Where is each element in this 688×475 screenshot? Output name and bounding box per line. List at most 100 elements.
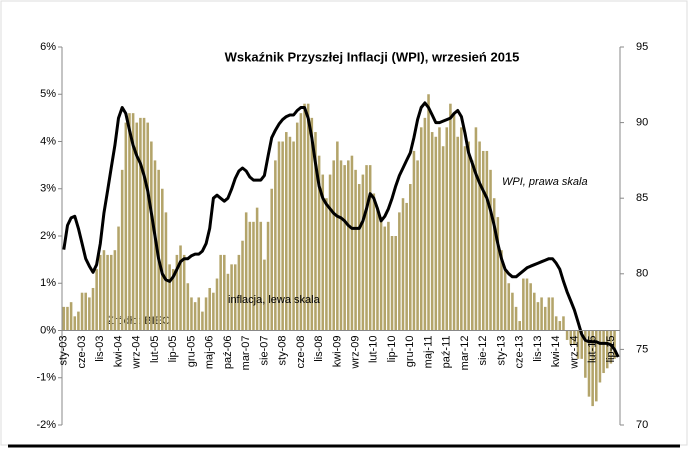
bar (171, 269, 175, 331)
bar (226, 273, 230, 331)
bar (434, 136, 438, 331)
bar (233, 264, 237, 331)
x-tick-label: paź-11 (441, 336, 453, 369)
bar (325, 198, 328, 331)
bar (569, 330, 573, 345)
bar (478, 141, 481, 331)
bar (587, 330, 591, 397)
bar (562, 316, 565, 331)
bar (281, 141, 284, 331)
bar (350, 155, 354, 331)
y2-tick-label: 80 (636, 268, 648, 280)
bar (186, 283, 190, 331)
bar (321, 174, 325, 331)
bar (554, 316, 558, 331)
bar (201, 311, 204, 331)
bar (409, 184, 412, 331)
y2-tick-label: 75 (636, 343, 648, 355)
bar (99, 254, 102, 331)
bar (584, 330, 587, 378)
x-tick-label: mar-12 (459, 336, 471, 371)
x-tick-label: lip-10 (386, 336, 398, 363)
x-tick-label: cze-03 (76, 336, 88, 369)
bar (474, 127, 478, 331)
bar (241, 240, 244, 331)
y2-tick-label: 70 (636, 419, 648, 431)
x-tick-label: wrz-04 (131, 336, 143, 370)
bar (142, 117, 146, 331)
bar (485, 150, 489, 331)
bar (423, 117, 427, 331)
bar (310, 117, 314, 331)
y-tick-label: 5% (40, 88, 56, 100)
y2-tick-label: 95 (636, 41, 648, 53)
bar (368, 165, 372, 331)
bar (102, 250, 106, 331)
x-tick-label: wrz-14 (568, 336, 580, 370)
bar (405, 202, 408, 331)
bar (80, 292, 84, 331)
series-label: WPI, prawa skala (502, 176, 588, 188)
bar (161, 188, 164, 331)
bar (252, 221, 255, 331)
bar (274, 160, 277, 331)
bar (288, 136, 292, 331)
bar (518, 321, 521, 331)
bar (489, 169, 492, 331)
x-tick-label: kwi-14 (550, 336, 562, 368)
bar (339, 160, 343, 331)
bar (120, 169, 124, 331)
line (62, 101, 620, 358)
x-tick-label: lut-10 (368, 336, 380, 364)
bar (496, 217, 500, 331)
bar (175, 254, 179, 331)
x-tick-label: cze-08 (295, 336, 307, 369)
y-tick-label: 3% (40, 183, 56, 195)
bar (452, 113, 456, 331)
y-tick-label: -2% (36, 419, 56, 431)
bar (540, 297, 543, 331)
y2-tick-label: 90 (636, 117, 648, 129)
bar (244, 212, 248, 331)
bar (613, 330, 616, 359)
bar (299, 113, 303, 331)
bar (401, 198, 405, 331)
bar (536, 302, 540, 331)
bar (255, 207, 259, 331)
y-tick-label: 1% (40, 277, 56, 289)
bar (580, 330, 583, 359)
y-tick-label: 4% (40, 135, 56, 147)
bar (460, 127, 463, 331)
bar (598, 330, 602, 383)
x-tick-label: paź-06 (222, 336, 234, 370)
series-label: inflacja, lewa skala (228, 294, 321, 306)
bar (69, 302, 73, 331)
bar (62, 306, 66, 331)
bar (113, 250, 117, 331)
bar (533, 292, 536, 331)
bar (551, 297, 554, 331)
bar (558, 321, 562, 331)
bar (164, 212, 168, 331)
bar (412, 150, 416, 331)
bar (128, 113, 131, 331)
y-tick-label: 2% (40, 230, 56, 242)
bar (471, 160, 474, 331)
bar (95, 269, 98, 331)
x-tick-label: cze-13 (514, 336, 526, 369)
bar (266, 221, 270, 331)
bar (215, 278, 219, 331)
bar (416, 160, 419, 331)
bar (285, 132, 288, 331)
bar (230, 264, 233, 331)
bar (135, 122, 139, 331)
bar (277, 141, 281, 331)
x-tick-label: maj-11 (422, 336, 434, 369)
bar (343, 165, 346, 331)
bar (77, 311, 80, 331)
bar (193, 302, 197, 331)
bar (383, 226, 387, 331)
bar (259, 221, 263, 331)
bar (430, 132, 434, 331)
